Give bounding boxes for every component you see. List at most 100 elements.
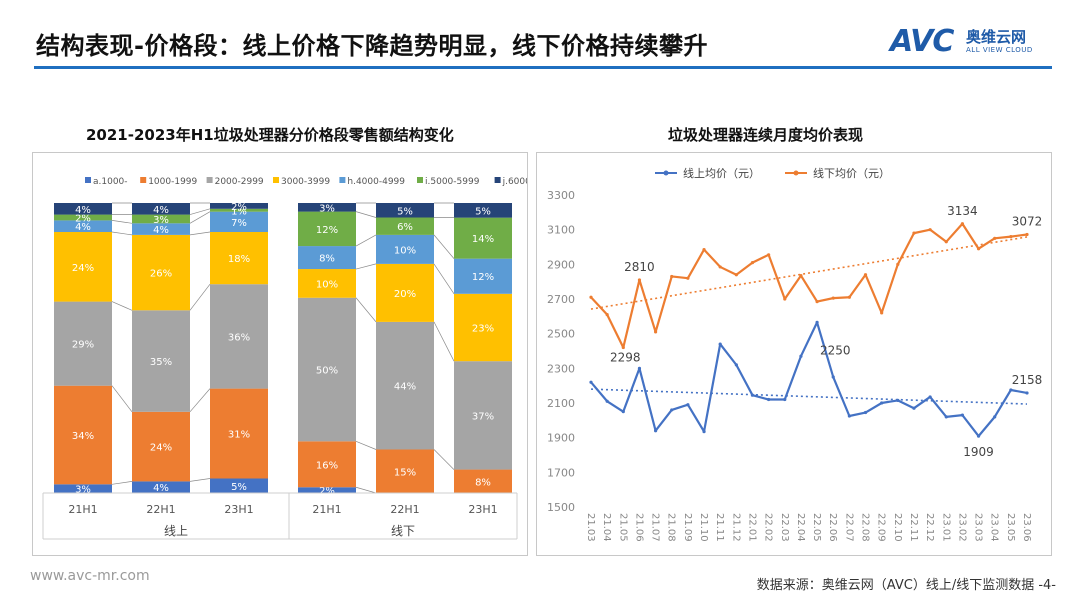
x-tick-label: 21.04 <box>601 513 612 542</box>
bar-data-label: 18% <box>228 254 250 265</box>
data-point <box>637 366 642 370</box>
data-point <box>944 240 948 244</box>
x-tick-label: 22H1 <box>146 503 175 516</box>
data-point <box>896 262 900 266</box>
bar-data-label: 20% <box>394 289 416 300</box>
y-tick-label: 3100 <box>547 224 575 237</box>
x-tick-label: 22.11 <box>908 513 919 542</box>
x-tick-label: 21H1 <box>312 503 341 516</box>
legend-marker-1 <box>793 170 799 176</box>
bar-connector-line <box>189 208 211 215</box>
data-point <box>589 295 593 299</box>
x-tick-label: 22.03 <box>779 513 790 542</box>
data-annotation: 3072 <box>1012 215 1043 229</box>
data-point <box>944 415 948 419</box>
bar-data-label: 4% <box>75 205 91 216</box>
legend-marker-0 <box>663 170 669 176</box>
bar-segment <box>376 203 434 218</box>
bar-data-label: 31% <box>228 430 250 441</box>
trendline-1 <box>590 236 1028 310</box>
bar-data-label: 26% <box>150 269 172 280</box>
x-tick-label: 22.01 <box>746 513 757 542</box>
bar-segment <box>454 293 512 362</box>
bar-segment <box>132 411 190 482</box>
bar-data-label: 35% <box>150 357 172 368</box>
data-point <box>653 330 658 334</box>
x-tick-label: 22.02 <box>763 513 774 542</box>
group-label: 线下 <box>391 524 415 538</box>
bar-data-label: 8% <box>319 254 335 265</box>
bar-connector-line <box>189 388 211 413</box>
y-tick-label: 2300 <box>547 362 575 375</box>
series-line-0 <box>590 321 1028 438</box>
bar-segment <box>376 263 434 322</box>
data-point <box>976 434 981 438</box>
x-tick-label: 22.07 <box>843 513 854 542</box>
bar-data-label: 4% <box>153 483 169 494</box>
bar-segment <box>132 203 190 215</box>
x-tick-label: 21.11 <box>714 513 725 542</box>
bar-segment <box>54 385 112 485</box>
data-point <box>847 414 851 418</box>
bar-data-label: 0% <box>397 489 413 500</box>
bar-connector-line <box>189 478 211 482</box>
x-tick-label: 22.09 <box>876 513 887 542</box>
data-point <box>976 247 981 251</box>
data-point <box>799 274 803 278</box>
x-tick-label: 21.05 <box>617 513 628 542</box>
x-tick-label: 23.01 <box>940 513 951 542</box>
bar-data-label: 4% <box>153 225 169 236</box>
y-tick-label: 2900 <box>547 258 575 271</box>
bar-connector-line <box>433 234 455 259</box>
bar-segment <box>298 269 356 298</box>
bar-segment <box>132 481 190 493</box>
y-tick-label: 1700 <box>547 466 575 479</box>
bar-connector-line <box>355 297 377 323</box>
bar-segment <box>210 211 268 232</box>
bar-segment <box>54 214 112 221</box>
data-point <box>589 380 593 384</box>
bar-segment <box>376 449 434 493</box>
bar-connector-line <box>189 231 211 236</box>
bar-data-label: 3% <box>153 215 169 226</box>
x-tick-label: 23.05 <box>1005 513 1016 542</box>
bar-connector-line <box>111 301 133 311</box>
legend-label-4: h.4000-4999 <box>347 177 405 187</box>
x-tick-label: 23.02 <box>956 513 967 542</box>
data-point <box>702 430 706 434</box>
monthly-price-line-chart: 1500 1700 1900 2100 2300 2500 2700 2900 3100 3300… <box>547 166 1043 542</box>
avc-logo: AVC 奥维云网 ALL VIEW CLOUD <box>890 24 1055 64</box>
data-point <box>605 313 609 317</box>
data-point <box>750 261 755 265</box>
bar-segment <box>132 310 190 412</box>
x-tick-label: 21.06 <box>633 513 644 542</box>
page-title: 结构表现-价格段：线上价格下降趋势明显，线下价格持续攀升 <box>36 32 708 60</box>
data-point <box>734 273 738 277</box>
bar-connector-line <box>355 234 377 247</box>
bar-connector-line <box>355 263 377 270</box>
group-label: 线上 <box>164 524 188 538</box>
x-tick-label: 21.03 <box>585 513 596 542</box>
x-tick-label: 22.05 <box>811 513 822 542</box>
data-point <box>670 274 674 279</box>
data-point <box>767 397 771 402</box>
footer-website[interactable]: www.avc-mr.com <box>30 568 150 584</box>
data-point <box>815 320 819 324</box>
data-annotation: 1909 <box>963 445 994 459</box>
data-point <box>750 393 755 397</box>
y-tick-label: 2500 <box>547 328 575 341</box>
data-point <box>1025 391 1029 395</box>
legend-label-1: 线下均价（元） <box>813 166 890 180</box>
bar-data-label: 4% <box>153 205 169 216</box>
x-tick-label: 23H1 <box>468 503 497 516</box>
bar-segment <box>54 484 112 493</box>
line-chart-panel: 1500 1700 1900 2100 2300 2500 2700 2900 3100 3300… <box>536 152 1052 556</box>
bar-segment <box>210 232 268 285</box>
data-point <box>831 375 835 379</box>
stacked-bar-panel: a.1000- 1000-1999 2000-2999 3000-3999 h.4000… <box>32 152 538 556</box>
x-tick-label: 23.06 <box>1021 513 1032 542</box>
bar-data-label: 2% <box>75 214 91 225</box>
x-tick-label: 21.12 <box>730 513 741 542</box>
x-tick-label: 22.12 <box>924 513 935 542</box>
legend-label-6: j.6000+ <box>502 177 527 187</box>
